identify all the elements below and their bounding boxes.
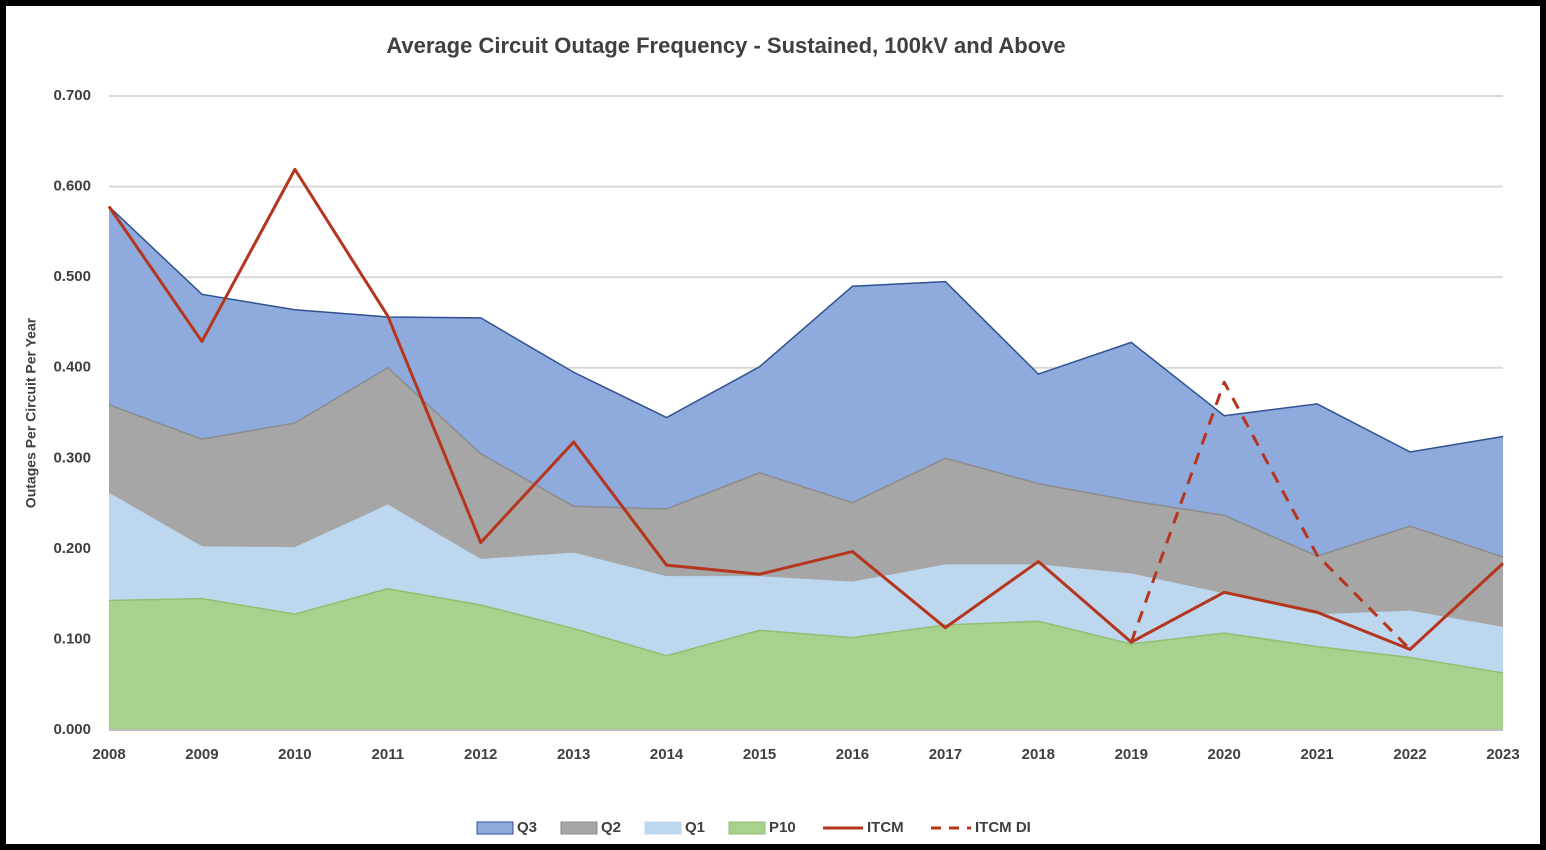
x-tick-label: 2018 <box>1022 746 1055 763</box>
x-tick-label: 2016 <box>836 746 869 763</box>
legend-swatch <box>560 821 598 835</box>
x-tick-label: 2019 <box>1115 746 1148 763</box>
x-tick-label: 2022 <box>1393 746 1426 763</box>
y-tick-label: 0.600 <box>53 178 91 195</box>
area-edge <box>108 492 1504 629</box>
area <box>109 588 1503 730</box>
y-axis-label: Outages Per Circuit Per Year <box>23 317 39 508</box>
x-tick-label: 2023 <box>1486 746 1519 763</box>
legend-label: ITCM <box>867 819 904 836</box>
x-tick-label: 2008 <box>92 746 125 763</box>
legend-swatch <box>644 821 682 835</box>
y-tick-label: 0.400 <box>53 359 91 376</box>
area-edge <box>108 587 1504 674</box>
area-edge <box>108 205 1504 453</box>
legend-label: Q3 <box>517 819 537 836</box>
line <box>107 167 1505 651</box>
x-tick-label: 2020 <box>1208 746 1241 763</box>
x-tick-label: 2015 <box>743 746 776 763</box>
x-tick-label: 2009 <box>185 746 218 763</box>
legend-swatch <box>476 821 514 835</box>
x-tick-label: 2010 <box>278 746 311 763</box>
y-tick-label: 0.700 <box>53 87 91 104</box>
legend-swatch <box>728 821 766 835</box>
y-tick-label: 0.500 <box>53 268 91 285</box>
y-tick-label: 0.200 <box>53 540 91 557</box>
legend-label: Q2 <box>601 819 621 836</box>
legend-label: Q1 <box>685 819 705 836</box>
legend-label: P10 <box>769 819 796 836</box>
x-tick-label: 2017 <box>929 746 962 763</box>
area-edge <box>108 366 1504 558</box>
y-tick-label: 0.000 <box>53 721 91 738</box>
legend-label: ITCM DI <box>975 819 1031 836</box>
x-tick-label: 2014 <box>650 746 684 763</box>
y-tick-label: 0.300 <box>53 449 91 466</box>
x-tick-label: 2013 <box>557 746 590 763</box>
x-tick-label: 2011 <box>372 746 405 763</box>
x-tick-label: 2012 <box>464 746 497 763</box>
y-tick-label: 0.100 <box>53 630 91 647</box>
x-tick-label: 2021 <box>1300 746 1333 763</box>
chart-title: Average Circuit Outage Frequency - Susta… <box>386 33 1065 58</box>
